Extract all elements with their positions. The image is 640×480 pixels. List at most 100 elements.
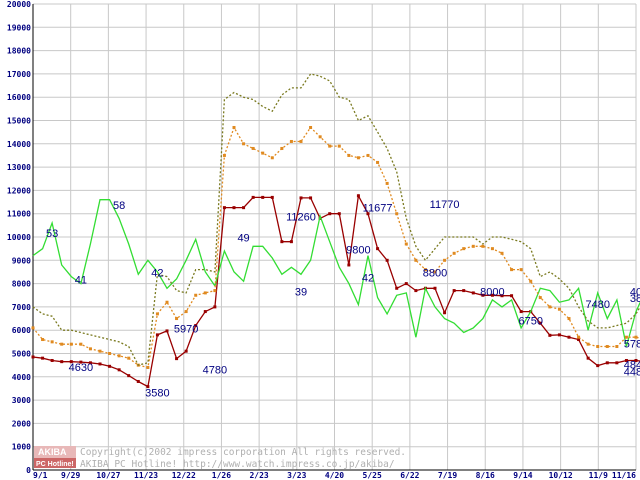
x-tick-label: 11/9 <box>589 471 608 480</box>
series-1-point <box>605 361 609 365</box>
series-1-point <box>165 329 169 333</box>
series-3-point <box>88 347 92 351</box>
data-label: 11260 <box>286 212 316 224</box>
series-3-point <box>175 317 179 321</box>
x-tick-label: 10/12 <box>549 471 573 480</box>
series-1-point <box>108 364 112 368</box>
series-3-point <box>280 146 284 150</box>
series-1-point <box>385 258 389 262</box>
series-1-point <box>337 212 341 216</box>
series-1-point <box>213 305 217 309</box>
y-tick-label: 10000 <box>7 233 31 242</box>
series-3-point <box>500 251 504 255</box>
series-3-point <box>251 146 255 150</box>
x-tick-label: 4/20 <box>325 471 344 480</box>
y-tick-label: 19000 <box>7 23 31 32</box>
series-3-point <box>261 151 265 155</box>
y-tick-label: 5000 <box>12 350 31 359</box>
series-3-point <box>328 144 332 148</box>
y-tick-label: 6000 <box>12 326 31 335</box>
series-3-point <box>624 335 628 339</box>
series-3-point <box>60 342 64 346</box>
series-3-point <box>557 307 561 311</box>
series-1-point <box>184 349 188 353</box>
series-3-point <box>366 153 370 157</box>
data-label: 5970 <box>174 324 198 336</box>
series-3-point <box>289 139 293 143</box>
axes <box>32 4 636 471</box>
logo-line1: AKIBA <box>38 447 67 457</box>
series-3-point <box>309 125 313 129</box>
y-tick-label: 3000 <box>12 396 31 405</box>
series-3-point <box>519 268 523 272</box>
series-1-point <box>242 206 246 210</box>
y-tick-label: 12000 <box>7 186 31 195</box>
akiba-logo: AKIBA PC Hotline! <box>34 446 76 468</box>
series-3-point <box>529 279 533 283</box>
data-label: 11770 <box>430 199 460 211</box>
y-tick-label: 20000 <box>7 0 31 9</box>
data-label: 5780 <box>624 339 640 351</box>
x-tick-label: 10/27 <box>96 471 120 480</box>
series-3-point <box>385 181 389 185</box>
data-label: 53 <box>46 228 58 240</box>
series-3-point <box>299 139 303 143</box>
series-1-point <box>88 361 92 365</box>
copyright-text: Copyright(c)2002 impress corporation All… <box>80 447 406 458</box>
series-3-point <box>117 354 121 358</box>
series-1-point <box>194 324 198 328</box>
y-tick-label: 7000 <box>12 303 31 312</box>
series-3-point <box>232 125 236 129</box>
series-3-point <box>50 340 54 344</box>
series-1-point <box>557 333 561 337</box>
series-3-point <box>337 144 341 148</box>
x-tick-label: 3/23 <box>287 471 306 480</box>
series-1-point <box>500 294 504 298</box>
credit-text: AKIBA PC Hotline! http://www.watch.impre… <box>80 459 395 470</box>
data-labels: 53 41 58 42 5970 4630 3580 4780 49 11260 39 9800 116… <box>46 199 640 400</box>
y-tick-labels: 0 1000 2000 3000 4000 5000 6000 7000 8000 9000 100… <box>7 0 31 475</box>
gridlines <box>32 3 637 471</box>
data-label: 6750 <box>518 315 542 327</box>
series-3-point <box>41 338 45 342</box>
series-3-point <box>510 268 514 272</box>
series-3-point <box>242 142 246 146</box>
series-3-point <box>452 251 456 255</box>
series-3-point <box>98 349 102 353</box>
series-1-point <box>366 212 370 216</box>
series-1-point <box>395 286 399 290</box>
series-1-point <box>615 361 619 365</box>
footer: AKIBA PC Hotline! Copyright(c)2002 impre… <box>34 446 406 470</box>
series-3-point <box>538 296 542 300</box>
series-3-point <box>490 247 494 251</box>
series-1-point <box>347 263 351 267</box>
series-3-point <box>184 310 188 314</box>
series-3-point <box>433 270 437 274</box>
series-1-point <box>60 360 64 364</box>
series-1-point <box>634 358 638 362</box>
data-label: 41 <box>75 275 87 287</box>
data-label: 4780 <box>203 364 227 376</box>
series-1-point <box>567 335 571 339</box>
data-label: 38 <box>630 293 640 305</box>
series-1-point <box>538 321 542 325</box>
series-1-point <box>586 356 590 360</box>
x-tick-label: 12/22 <box>172 471 196 480</box>
data-label: 40 <box>630 286 640 298</box>
x-tick-label: 5/25 <box>363 471 382 480</box>
series-line-4 <box>32 73 640 366</box>
series-3-point <box>222 153 226 157</box>
data-label: 9800 <box>346 244 370 256</box>
series-3-point <box>443 258 447 262</box>
series-1-point <box>376 247 380 251</box>
series-1-point <box>127 374 131 378</box>
y-tick-label: 11000 <box>7 210 31 219</box>
y-tick-label: 4000 <box>12 373 31 382</box>
series-1-point <box>328 212 332 216</box>
series-3-point <box>577 335 581 339</box>
series-1-point <box>136 379 140 383</box>
data-label: 4480 <box>624 367 640 379</box>
series-3-point <box>586 342 590 346</box>
series-1-point <box>404 282 408 286</box>
